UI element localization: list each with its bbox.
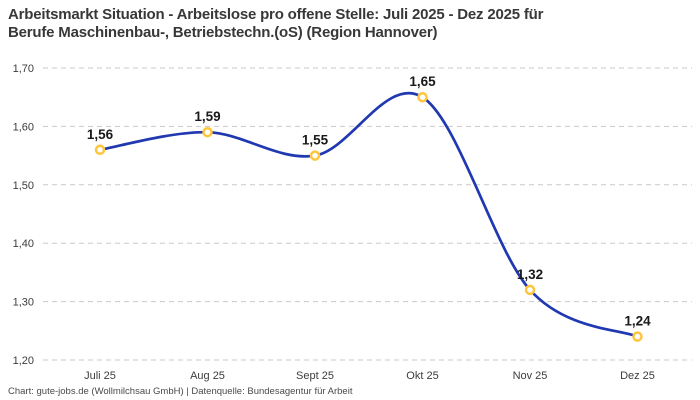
data-point-label: 1,59 bbox=[194, 109, 220, 124]
data-point-label: 1,65 bbox=[409, 74, 436, 89]
y-axis-tick-label: 1,70 bbox=[13, 63, 34, 75]
y-axis-tick-label: 1,50 bbox=[13, 180, 34, 192]
chart-title-line-1: Arbeitsmarkt Situation - Arbeitslose pro… bbox=[8, 6, 544, 23]
data-point-marker bbox=[309, 150, 321, 161]
data-point-marker bbox=[94, 144, 106, 156]
chart-title-line-2: Berufe Maschinenbau-, Betriebstechn.(oS)… bbox=[8, 24, 438, 41]
y-axis-tick-label: 1,60 bbox=[13, 121, 34, 133]
x-axis-tick-label: Dez 25 bbox=[620, 370, 655, 382]
x-axis-tick-label: Juli 25 bbox=[84, 370, 116, 382]
chart-title: Arbeitsmarkt Situation - Arbeitslose pro… bbox=[8, 6, 692, 42]
chart-footer: Chart: gute-jobs.de (Wollmilchsau GmbH) … bbox=[8, 386, 353, 397]
x-axis-tick-label: Nov 25 bbox=[513, 370, 548, 382]
data-point-marker bbox=[524, 284, 536, 296]
data-point-marker bbox=[632, 331, 643, 342]
x-axis-tick-label: Aug 25 bbox=[190, 370, 225, 382]
data-point-marker bbox=[417, 91, 428, 103]
y-axis-tick-label: 1,30 bbox=[13, 297, 34, 309]
data-point-label: 1,55 bbox=[302, 133, 329, 148]
data-point-label: 1,32 bbox=[517, 267, 543, 282]
data-point-marker bbox=[202, 126, 213, 138]
x-axis-tick-label: Sept 25 bbox=[296, 370, 334, 382]
trend-line bbox=[98, 91, 639, 338]
data-point-label: 1,24 bbox=[624, 314, 651, 329]
line-chart: 1,70 1,60 1,50 1,40 1,30 1,20 Juli 25 Aug 25 Sep… bbox=[13, 63, 692, 382]
y-axis-tick-label: 1,20 bbox=[13, 355, 34, 367]
data-point-label: 1,56 bbox=[87, 127, 114, 142]
y-axis-tick-label: 1,40 bbox=[13, 238, 34, 250]
x-axis-tick-label: Okt 25 bbox=[406, 370, 438, 382]
